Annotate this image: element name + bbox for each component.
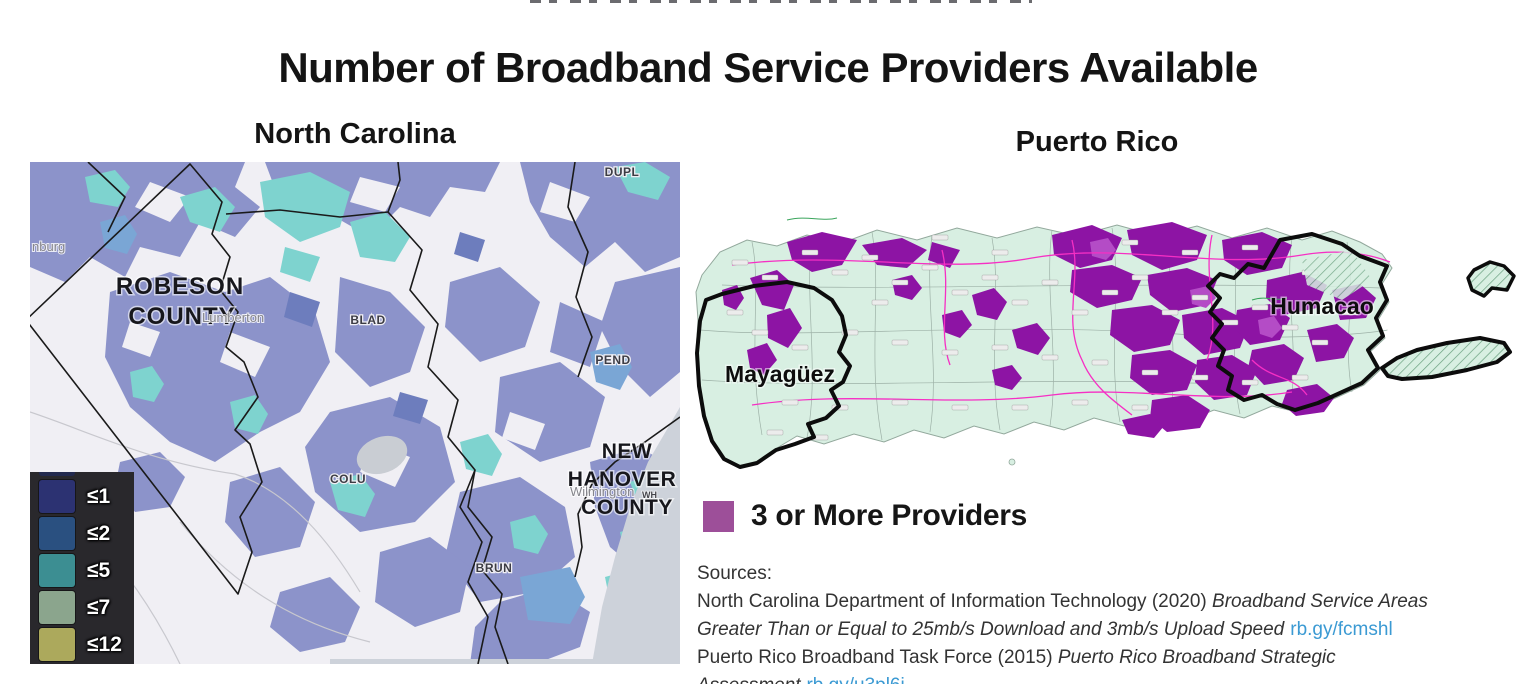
laurinburg-label: nburg — [32, 239, 65, 254]
nc-legend-row-2: ≤2 — [39, 515, 134, 552]
nc-map-title: North Carolina — [254, 118, 456, 150]
source-nc-title: Broadband Service Areas Greater Than or … — [697, 591, 1428, 640]
columbus-county-label: COLU — [330, 472, 366, 486]
pr-coverage-purple — [722, 222, 1376, 438]
nc-legend-swatch-le1 — [39, 480, 75, 513]
lake-waccamaw — [356, 435, 408, 475]
pr-roads-magenta — [731, 234, 1391, 416]
source-pr-title: Puerto Rico Broadband Strategic Assessme… — [697, 647, 1336, 684]
humacao-label: Humacao — [1270, 293, 1374, 319]
new-hanover-label-line2: HANOVER — [568, 468, 677, 491]
nc-coverage-slate — [284, 232, 485, 424]
wilmington-abbr-label: WH — [642, 490, 657, 500]
pender-county-label: PEND — [595, 353, 630, 367]
pr-roads-green — [786, 217, 1288, 301]
brunswick-county-label: BRUN — [476, 561, 513, 575]
nc-legend-row-3: ≤5 — [39, 552, 134, 589]
pr-legend-label: 3 or More Providers — [751, 499, 1028, 532]
humacao-hatched-area — [1302, 250, 1372, 300]
nc-legend: ≤1 ≤2 ≤5 ≤7 ≤12 — [30, 472, 134, 664]
bladen-county-label: BLAD — [350, 313, 385, 327]
new-hanover-label-line1: NEW — [602, 440, 653, 463]
page-title: Number of Broadband Service Providers Av… — [278, 44, 1258, 91]
pr-map-svg: Mayagüez Humacao — [695, 217, 1516, 469]
nc-legend-swatch-le12 — [39, 628, 75, 661]
robeson-county-label-line2: COUNTY — [128, 303, 235, 330]
nc-legend-label-le12: ≤12 — [87, 632, 122, 656]
nc-legend-swatch-le7 — [39, 591, 75, 624]
nc-legend-row-5: ≤12 — [39, 626, 134, 663]
source-pr-text: Puerto Rico Broadband Task Force (2015) — [697, 647, 1053, 668]
source-nc-text: North Carolina Department of Information… — [697, 591, 1207, 612]
new-hanover-label-line3: COUNTY — [581, 496, 673, 519]
mayaguez-region-outline — [695, 280, 852, 469]
vieques-island — [1380, 336, 1512, 381]
source-pr-link[interactable]: rb.gy/u3pl6j — [806, 675, 904, 684]
wilmington-label: Wilmington — [570, 484, 634, 499]
nc-map-svg: nburg ROBESON COUNTY Lumberton BLAD DUPL… — [30, 162, 680, 664]
north-carolina-map: nburg ROBESON COUNTY Lumberton BLAD DUPL… — [30, 162, 680, 664]
nc-legend-label-le7: ≤7 — [87, 595, 111, 619]
duplin-county-label: DUPL — [605, 165, 640, 179]
pr-coverage-purple-light — [1090, 238, 1282, 338]
robeson-county-label-line1: ROBESON — [116, 273, 244, 300]
source-pr: Puerto Rico Broadband Task Force (2015) … — [697, 644, 1445, 684]
nc-map-labels: nburg ROBESON COUNTY Lumberton BLAD DUPL… — [31, 164, 677, 577]
county-boundaries — [30, 162, 680, 664]
lumberton-label: Lumberton — [202, 310, 264, 325]
sources-block: Sources: North Carolina Department of In… — [697, 560, 1445, 684]
pr-legend: 3 or More Providers — [703, 499, 1027, 533]
nc-coverage-steelblue — [100, 215, 632, 624]
nc-legend-row-4: ≤7 — [39, 589, 134, 626]
puerto-rico-map: Mayagüez Humacao — [692, 180, 1536, 475]
humacao-region-outline — [1206, 232, 1389, 412]
nc-legend-label-le2: ≤2 — [87, 521, 111, 545]
nc-legend-label-le1: ≤1 — [87, 484, 111, 508]
pr-legend-swatch — [703, 500, 734, 532]
highlight-region-outlines — [695, 232, 1389, 469]
caja-de-muertos-islet — [1008, 458, 1016, 466]
cropped-text-artifact — [530, 0, 1032, 3]
atlantic-ocean — [330, 407, 680, 664]
culebra-island — [1466, 260, 1516, 298]
pr-map-title: Puerto Rico — [1015, 126, 1179, 158]
nc-legend-swatch-le2 — [39, 517, 75, 550]
nc-legend-label-le5: ≤5 — [87, 558, 111, 582]
nc-legend-row-1: ≤1 — [39, 478, 134, 515]
sources-heading: Sources: — [697, 563, 772, 584]
nc-legend-swatch-le5 — [39, 554, 75, 587]
mayaguez-label: Mayagüez — [725, 361, 835, 387]
pr-map-labels: Mayagüez Humacao — [724, 292, 1376, 389]
source-nc: North Carolina Department of Information… — [697, 588, 1445, 644]
source-nc-link[interactable]: rb.gy/fcmshl — [1290, 619, 1393, 640]
